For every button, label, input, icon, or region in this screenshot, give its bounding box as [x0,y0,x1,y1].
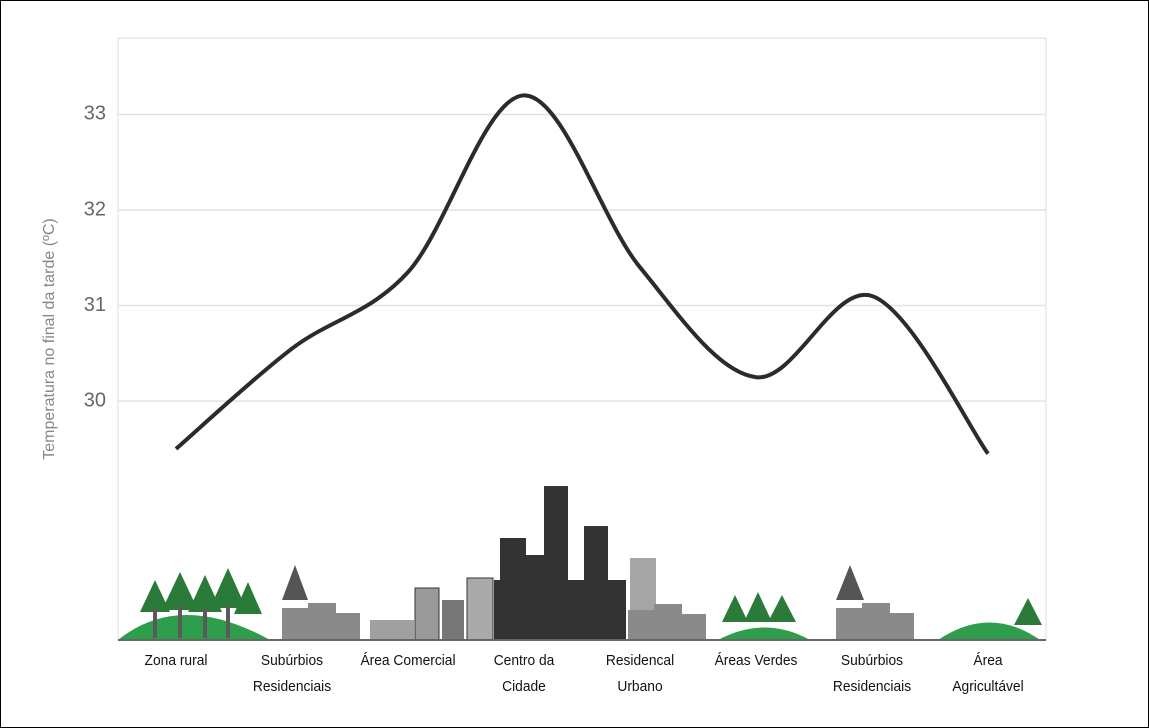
x-tick-label: Centro da Cidade [493,652,555,695]
x-tick-label: Residencal Urbano [605,652,675,695]
scenery [118,486,1046,641]
x-tick-label: Áreas Verdes [714,652,798,669]
y-tick-label: 32 [84,198,106,220]
y-axis-label: Temperatura no final da tarde (ºC) [41,218,58,460]
x-tick-label: Área Agricultável [952,652,1024,695]
plot-area [117,37,1047,641]
temperature-line [174,93,990,455]
y-tick-label: 30 [84,389,106,411]
x-tick-label: Zona rural [144,652,208,669]
x-tick-label: Subúrbios Residenciais [832,652,912,695]
y-tick-label: 33 [84,103,106,125]
x-tick-label: Área Comercial [360,652,456,669]
x-tick-label: Subúrbios Residenciais [252,652,332,695]
y-tick-label: 31 [84,294,106,316]
